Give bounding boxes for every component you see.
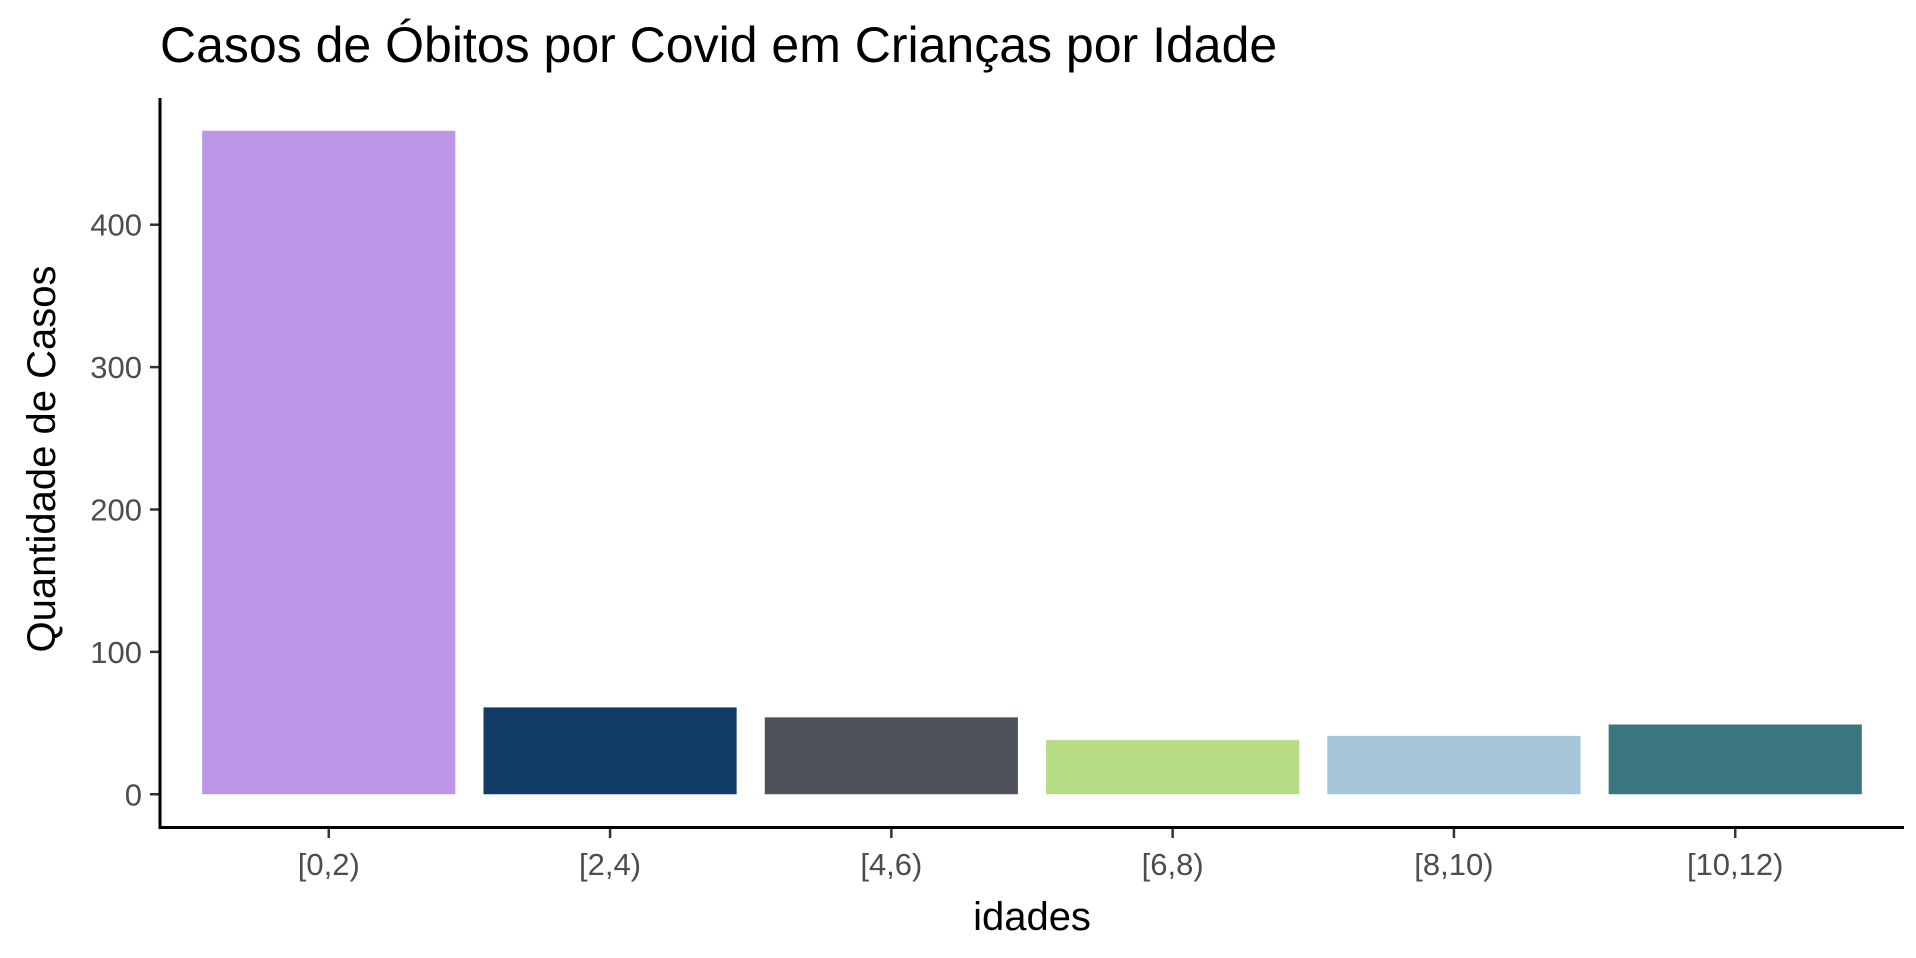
y-tick-label: 200 — [90, 492, 142, 527]
y-tick-label: 400 — [90, 208, 142, 243]
x-tick-label: [2,4) — [579, 847, 641, 882]
x-tick-label: [10,12) — [1687, 847, 1784, 882]
x-tick-label: [8,10) — [1414, 847, 1493, 882]
y-axis-title: Quantidade de Casos — [20, 266, 64, 653]
bar-1 — [202, 130, 456, 795]
x-tick-label: [0,2) — [298, 847, 360, 882]
bar-3 — [764, 717, 1018, 795]
bar-4 — [1046, 740, 1300, 795]
x-tick-label: [6,8) — [1142, 847, 1204, 882]
x-axis-title: idades — [973, 895, 1091, 939]
x-tick-label: [4,6) — [860, 847, 922, 882]
y-tick-label: 300 — [90, 350, 142, 385]
bars-group — [202, 130, 1862, 795]
y-tick-label: 100 — [90, 635, 142, 670]
bar-6 — [1608, 724, 1862, 795]
bar-5 — [1327, 735, 1581, 795]
x-axis-ticks: [0,2) [2,4) [4,6) [6,8) [8,10) [10,12) — [298, 828, 1784, 882]
y-tick-label: 0 — [125, 777, 142, 812]
bar-2 — [483, 707, 737, 795]
chart-title: Casos de Óbitos por Covid em Crianças po… — [160, 17, 1277, 73]
y-axis-ticks: 0 100 200 300 400 — [90, 208, 160, 812]
